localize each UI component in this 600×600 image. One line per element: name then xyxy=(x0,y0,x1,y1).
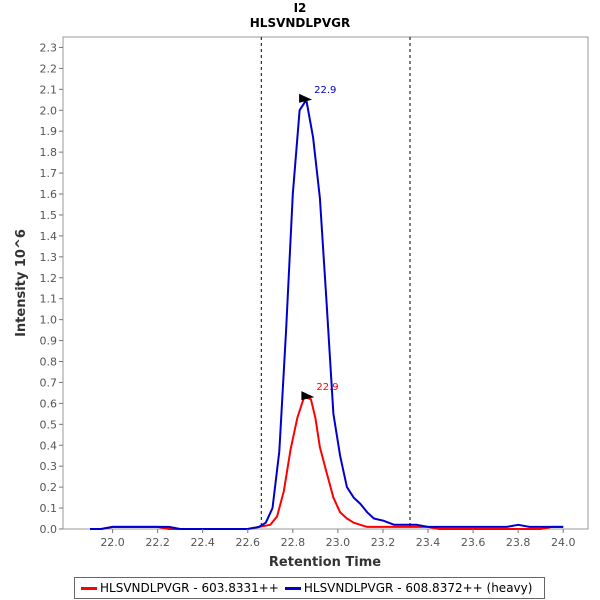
y-tick-label: 2.2 xyxy=(40,62,58,75)
x-tick-label: 23.4 xyxy=(416,536,441,549)
legend-label-heavy: HLSVNDLPVGR - 608.8372++ (heavy) xyxy=(303,581,533,595)
peak-annotations: 22.9 22.9 xyxy=(299,85,339,401)
y-tick-label: 1.0 xyxy=(40,314,58,327)
y-tick-label: 1.2 xyxy=(40,272,58,285)
y-tick-label: 1.9 xyxy=(40,125,58,138)
chart-title: I2 xyxy=(294,1,307,15)
y-tick-label: 0.7 xyxy=(40,376,58,389)
x-tick-label: 22.2 xyxy=(145,536,170,549)
y-axis: 0.0 0.1 0.2 0.3 0.4 0.5 0.6 0.7 0.8 0.9 1.0 1.1 1.2 1… xyxy=(40,41,63,536)
y-tick-label: 2.1 xyxy=(40,83,58,96)
y-tick-label: 0.5 xyxy=(40,418,58,431)
y-tick-label: 0.0 xyxy=(40,523,58,536)
y-tick-label: 0.8 xyxy=(40,356,58,369)
x-axis: 22.0 22.2 22.4 22.6 22.8 23.0 23.2 23.4 23.6 23.8… xyxy=(100,529,575,549)
legend-item-light: HLSVNDLPVGR - 603.8331++ xyxy=(81,581,279,595)
y-tick-label: 0.3 xyxy=(40,460,58,473)
y-tick-label: 1.3 xyxy=(40,251,58,264)
y-tick-label: 0.1 xyxy=(40,502,58,515)
integration-bounds xyxy=(260,37,411,529)
y-tick-label: 1.6 xyxy=(40,188,58,201)
x-tick-label: 22.8 xyxy=(281,536,306,549)
series-line-heavy xyxy=(90,98,564,530)
legend-swatch-heavy xyxy=(284,586,301,590)
y-tick-label: 1.1 xyxy=(40,293,58,306)
y-tick-label: 1.7 xyxy=(40,167,58,180)
x-tick-label: 23.2 xyxy=(371,536,396,549)
y-tick-label: 0.4 xyxy=(40,439,58,452)
y-tick-label: 1.8 xyxy=(40,146,58,159)
y-tick-label: 0.6 xyxy=(40,397,58,410)
x-tick-label: 22.4 xyxy=(190,536,215,549)
y-axis-label: Intensity 10^6 xyxy=(14,229,29,337)
x-axis-label: Retention Time xyxy=(269,555,381,570)
y-tick-label: 0.9 xyxy=(40,335,58,348)
legend: HLSVNDLPVGR - 603.8331++ HLSVNDLPVGR - 6… xyxy=(74,577,546,599)
peak-label: 22.9 xyxy=(316,382,338,393)
peak-label: 22.9 xyxy=(314,85,336,96)
x-tick-label: 22.6 xyxy=(236,536,261,549)
x-tick-label: 24.0 xyxy=(551,536,576,549)
y-tick-label: 1.4 xyxy=(40,230,58,243)
x-tick-label: 23.0 xyxy=(326,536,351,549)
legend-swatch-light xyxy=(81,586,97,590)
y-tick-label: 2.3 xyxy=(40,41,58,54)
series-lines xyxy=(90,98,564,530)
legend-item-heavy: HLSVNDLPVGR - 608.8372++ (heavy) xyxy=(284,581,533,595)
chart-subtitle: HLSVNDLPVGR xyxy=(250,16,350,30)
y-tick-label: 1.5 xyxy=(40,209,58,222)
y-tick-label: 2.0 xyxy=(40,104,58,117)
peak-arrow xyxy=(299,93,313,103)
x-tick-label: 23.8 xyxy=(506,536,531,549)
y-tick-label: 0.2 xyxy=(40,481,58,494)
peak-arrow xyxy=(301,391,315,401)
legend-label-light: HLSVNDLPVGR - 603.8331++ xyxy=(100,581,279,595)
x-tick-label: 23.6 xyxy=(461,536,486,549)
x-tick-label: 22.0 xyxy=(100,536,125,549)
